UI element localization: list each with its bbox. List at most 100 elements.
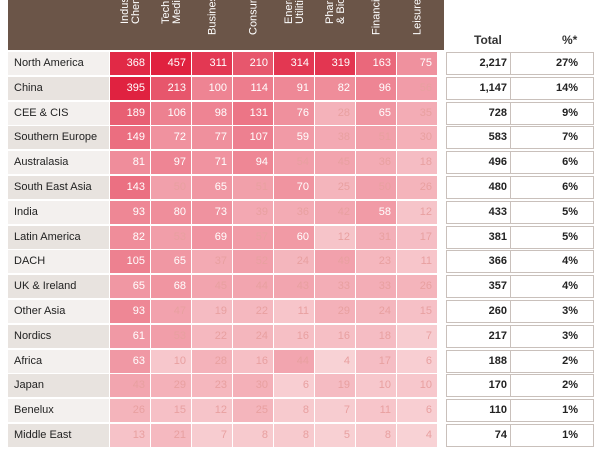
- row-label: Benelux: [14, 404, 54, 417]
- heatmap-cell: 72: [151, 126, 191, 150]
- heatmap-cell: 35: [397, 101, 437, 125]
- table-row: Nordics 61 53 22 24 16 16 18 7 217 3%: [0, 324, 603, 349]
- heatmap-cell: 94: [233, 151, 273, 175]
- heatmap-cell: 30: [233, 374, 273, 398]
- heatmap-cell: 43: [110, 374, 150, 398]
- heatmap-cell: 80: [151, 200, 191, 224]
- heatmap-cell: 12: [192, 399, 232, 423]
- percent-value: 4%: [562, 255, 578, 268]
- heatmap-cell: 11: [397, 250, 437, 274]
- column-header: Industrial Chemica: [110, 0, 151, 50]
- heatmap-cell: 21: [151, 424, 191, 447]
- total-cell: [446, 250, 594, 274]
- heatmap-cell: 70: [274, 176, 314, 199]
- table-row: Other Asia 93 47 19 22 11 29 24 15 260 3%: [0, 300, 603, 324]
- total-separator: [510, 424, 511, 447]
- heatmap-cell: 82: [315, 76, 355, 100]
- table-row: DACH 105 65 37 52 24 49 23 11 366 4%: [0, 250, 603, 274]
- heatmap-cell: 15: [151, 399, 191, 423]
- heatmap-cell: 61: [110, 324, 150, 348]
- column-header-label: Financia: [370, 0, 382, 35]
- heatmap-cell: 63: [110, 349, 150, 373]
- heatmap-cell: 29: [151, 374, 191, 398]
- heatmap-cell: 33: [315, 275, 355, 299]
- heatmap-cell: 30: [397, 126, 437, 150]
- row-label: China: [8, 76, 109, 100]
- row-label: Southern Europe: [8, 126, 109, 150]
- heatmap-cell: 131: [233, 101, 273, 125]
- percent-value: 6%: [562, 156, 578, 169]
- percent-value: 5%: [562, 205, 578, 218]
- total-cell: [446, 225, 594, 249]
- heatmap-cell: 56: [397, 76, 437, 100]
- heatmap-cell: 22: [192, 324, 232, 348]
- row-label-background: [8, 399, 109, 423]
- total-cell: [446, 76, 594, 100]
- heatmap-cell: 65: [356, 101, 396, 125]
- heatmap-cell: 33: [356, 275, 396, 299]
- heatmap-cell: 149: [110, 126, 150, 150]
- table-row: Middle East 13 21 7 8 8 5 8 4 74 1%: [0, 424, 603, 448]
- row-label: Other Asia: [14, 305, 66, 317]
- heatmap-cell: 8: [356, 424, 396, 447]
- total-header: Total: [474, 33, 502, 47]
- column-header: Energy, & Utilities: [274, 0, 315, 50]
- heatmap-cell: 81: [110, 151, 150, 175]
- heatmap-cell: 100: [192, 76, 232, 100]
- heatmap-cell: 49: [315, 250, 355, 274]
- table-row: CEE & CIS 189 106 98 131 76 28 65 35 728 9%: [0, 101, 603, 126]
- percent-value: 9%: [562, 106, 578, 119]
- heatmap-cell: 163: [356, 52, 396, 75]
- heatmap-cell: 17: [356, 349, 396, 373]
- percent-value: 7%: [562, 131, 578, 144]
- percent-value: 14%: [555, 81, 578, 94]
- total-value: 728: [488, 106, 507, 119]
- total-cell: [446, 176, 594, 199]
- table-row: North America 368 457 311 210 314 319 163 75 2,21…: [0, 52, 603, 76]
- heatmap-cell: 93: [110, 200, 150, 224]
- heatmap-cell: 50: [356, 176, 396, 199]
- heatmap-cell: 44: [233, 275, 273, 299]
- heatmap-cell: 26: [397, 176, 437, 199]
- total-value: 480: [488, 181, 507, 193]
- total-separator: [510, 76, 511, 100]
- total-separator: [510, 300, 511, 323]
- heatmap-cell: 16: [274, 324, 314, 348]
- total-separator: [510, 200, 511, 224]
- heatmap-cell: 24: [356, 300, 396, 323]
- heatmap-cell: 10: [397, 374, 437, 398]
- table-row: Latin America 82 53 69 57 60 12 31 17 381 5%: [0, 225, 603, 250]
- table-row: China 395 213 100 114 91 82 96 56 1,147 14%: [0, 76, 603, 101]
- column-header-bar: [8, 0, 444, 50]
- total-cell: [446, 126, 594, 150]
- row-label-background: [8, 300, 109, 323]
- heatmap-cell: 38: [315, 126, 355, 150]
- total-value: 170: [488, 379, 507, 392]
- heatmap-cell: 22: [233, 300, 273, 323]
- total-cell: [446, 399, 594, 423]
- heatmap-cell: 45: [192, 275, 232, 299]
- total-cell: [446, 374, 594, 398]
- heatmap-cell: 51: [233, 176, 273, 199]
- heatmap-cell: 5: [315, 424, 355, 447]
- heatmap-cell: 24: [274, 250, 314, 274]
- total-separator: [510, 399, 511, 423]
- row-label-background: [8, 349, 109, 373]
- heatmap-cell: 98: [192, 101, 232, 125]
- heatmap-cell: 8: [274, 399, 314, 423]
- heatmap-cell: 65: [151, 250, 191, 274]
- heatmap-cell: 106: [151, 101, 191, 125]
- total-cell: [446, 324, 594, 348]
- percent-value: 2%: [562, 354, 578, 367]
- heatmap-cell: 189: [110, 101, 150, 125]
- heatmap-cell: 51: [356, 126, 396, 150]
- row-label-background: [8, 200, 109, 224]
- heatmap-cell: 28: [315, 101, 355, 125]
- row-label: Latin America: [8, 225, 109, 249]
- heatmap-cell: 13: [110, 424, 150, 447]
- total-cell: [446, 200, 594, 224]
- column-header: Technolo Media: [151, 0, 192, 50]
- heatmap-cell: 17: [397, 225, 437, 249]
- total-separator: [510, 151, 511, 175]
- row-label: Australasia: [14, 156, 69, 169]
